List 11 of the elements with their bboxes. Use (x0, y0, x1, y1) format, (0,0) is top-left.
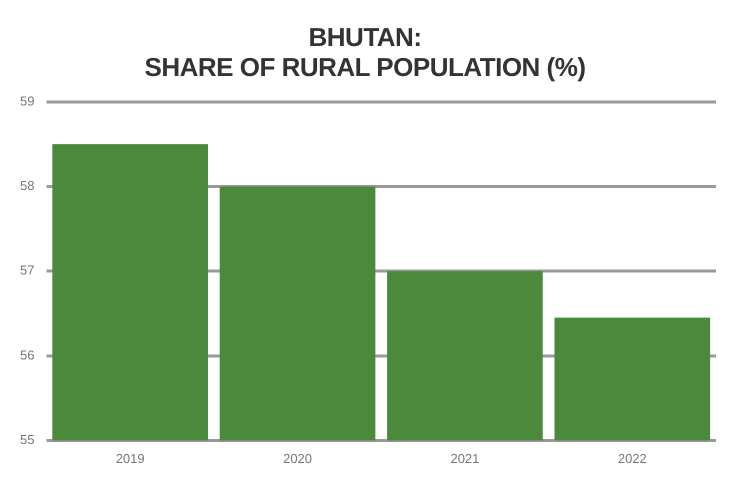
x-tick-label: 2019 (116, 450, 145, 466)
y-tick-label: 58 (20, 178, 34, 194)
chart-subtitle: SHARE OF RURAL POPULATION (%) (144, 52, 586, 82)
x-tick-label: 2022 (618, 450, 647, 466)
chart-title: BHUTAN: (308, 22, 422, 52)
x-tick-label: 2021 (450, 450, 480, 466)
x-tick-label: 2020 (283, 450, 312, 466)
y-tick-label: 56 (20, 347, 34, 362)
y-tick-label: 55 (20, 432, 34, 447)
y-tick-label: 59 (20, 93, 34, 108)
y-tick-label: 57 (20, 262, 34, 278)
